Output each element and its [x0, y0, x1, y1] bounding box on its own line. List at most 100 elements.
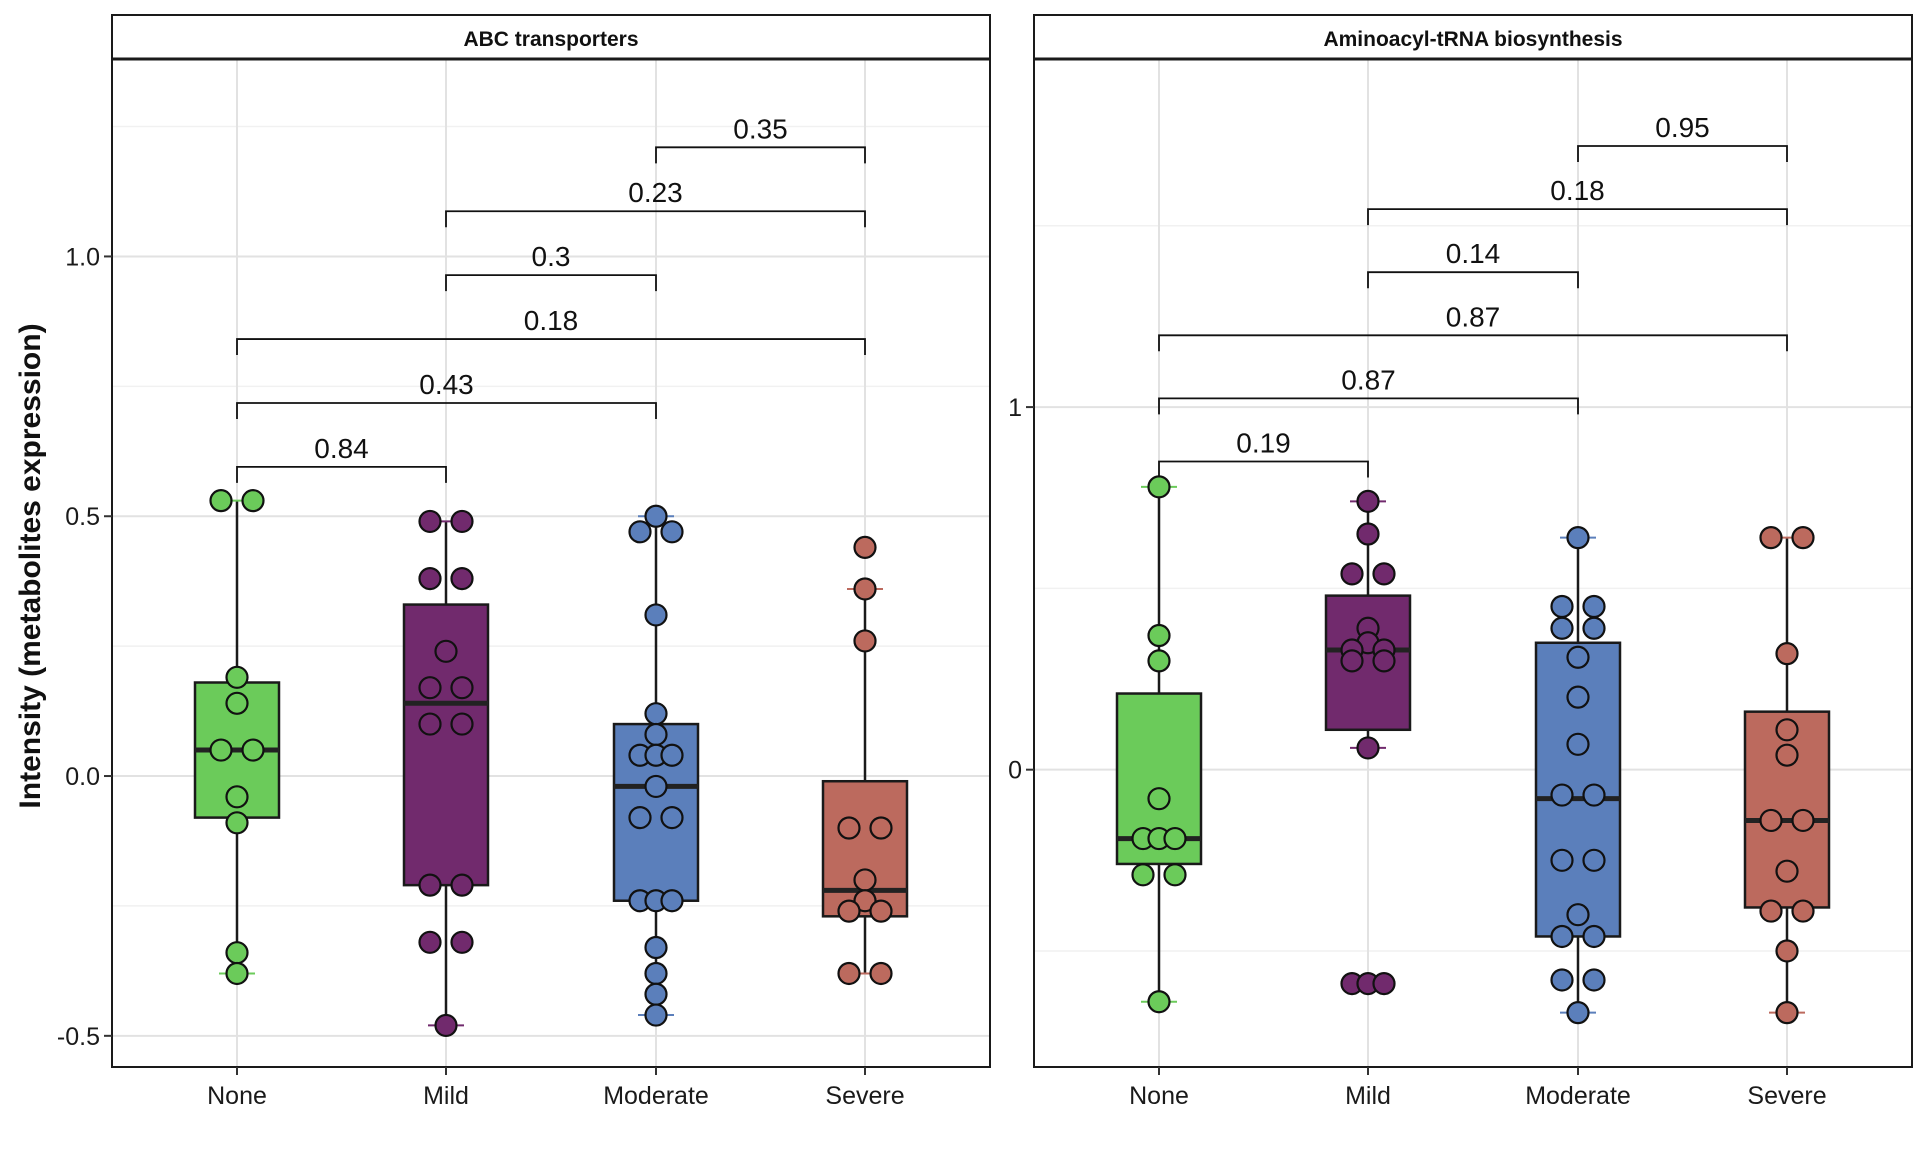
- data-point: [1163, 826, 1187, 851]
- data-point: [434, 1013, 458, 1038]
- data-point: [1582, 848, 1606, 872]
- bracket-line: [1577, 145, 1788, 163]
- data-point: [209, 738, 233, 762]
- data-point: [1147, 623, 1171, 648]
- data-point: [1147, 787, 1171, 811]
- data-point: [225, 665, 249, 689]
- comparison-bracket: 0.35: [655, 113, 866, 164]
- box-body: [1324, 594, 1412, 732]
- data-point: [450, 712, 474, 736]
- data-point: [1759, 899, 1783, 923]
- data-point: [1550, 594, 1574, 619]
- p-value-label: 0.43: [419, 369, 474, 400]
- p-value-label: 0.18: [524, 305, 579, 336]
- panel-title: ABC transporters: [463, 28, 638, 51]
- y-tick-label: 0.0: [65, 763, 100, 791]
- data-point: [853, 577, 877, 601]
- data-point: [1340, 649, 1364, 673]
- data-point: [1759, 526, 1783, 550]
- data-point: [225, 941, 249, 965]
- data-point: [1372, 562, 1396, 586]
- panel-2: 0.19 0.87 0.87 0.14 0.18 0.95 Aminoacyl-tRNA b…: [1008, 14, 1913, 1110]
- data-point: [225, 961, 249, 986]
- p-value-label: 0.95: [1655, 112, 1710, 143]
- y-tick-label: -0.5: [57, 1023, 100, 1051]
- data-point: [241, 489, 265, 513]
- comparison-bracket: 0.87: [1158, 364, 1579, 415]
- data-point: [225, 691, 249, 715]
- data-point: [853, 889, 877, 913]
- data-point: [1550, 968, 1574, 992]
- comparison-bracket: 0.87: [1158, 301, 1788, 352]
- data-point: [241, 738, 265, 762]
- data-point: [869, 899, 893, 923]
- bracket-line: [1158, 397, 1579, 415]
- x-tick-label: Moderate: [1525, 1082, 1631, 1110]
- x-tick-label: None: [1129, 1082, 1189, 1110]
- data-point: [450, 566, 474, 591]
- data-point: [1582, 968, 1606, 992]
- y-tick-label: 0.5: [65, 503, 100, 531]
- data-point: [1582, 783, 1606, 807]
- data-point: [853, 535, 877, 560]
- x-tick-label: Mild: [1345, 1082, 1391, 1110]
- data-point: [644, 1003, 668, 1027]
- x-tick-label: Moderate: [603, 1082, 709, 1110]
- data-point: [644, 603, 668, 627]
- comparison-bracket: 0.3: [445, 241, 657, 292]
- data-point: [660, 805, 684, 830]
- data-point: [1566, 732, 1590, 756]
- data-point: [1131, 863, 1155, 887]
- data-point: [1791, 526, 1815, 550]
- data-point: [1147, 649, 1171, 673]
- data-point: [434, 639, 458, 663]
- data-point: [837, 899, 861, 923]
- data-point: [1550, 616, 1574, 640]
- panel-title: Aminoacyl-tRNA biosynthesis: [1323, 28, 1622, 51]
- data-point: [1566, 903, 1590, 927]
- data-point: [1550, 848, 1574, 872]
- data-point: [853, 629, 877, 653]
- data-point: [869, 816, 893, 840]
- data-point: [660, 889, 684, 913]
- data-point: [1775, 718, 1799, 742]
- bracket-line: [445, 274, 657, 292]
- data-point: [869, 961, 893, 986]
- p-value-label: 0.84: [314, 433, 369, 464]
- data-point: [1356, 489, 1380, 513]
- data-point: [660, 520, 684, 544]
- p-value-label: 0.23: [628, 177, 683, 208]
- bracket-line: [236, 402, 657, 419]
- bracket-line: [1367, 208, 1788, 226]
- y-axis-label: Intensity (metabolites expression): [14, 323, 47, 808]
- data-point: [644, 722, 668, 747]
- data-point: [1372, 649, 1396, 673]
- x-tick-label: Severe: [1747, 1082, 1826, 1110]
- p-value-label: 0.35: [733, 113, 788, 144]
- data-point: [628, 805, 652, 830]
- data-point: [1163, 863, 1187, 887]
- bracket-line: [445, 210, 866, 228]
- data-point: [837, 961, 861, 986]
- data-point: [1356, 522, 1380, 546]
- data-point: [450, 930, 474, 954]
- data-point: [225, 811, 249, 835]
- data-point: [1775, 859, 1799, 883]
- data-point: [1775, 743, 1799, 767]
- p-value-label: 0.3: [532, 241, 571, 272]
- data-point: [1147, 475, 1171, 499]
- data-point: [1550, 924, 1574, 949]
- data-point: [644, 774, 668, 799]
- panel-1: 0.84 0.43 0.18 0.3 0.23 0.35 ABC transporters -…: [57, 14, 991, 1110]
- data-point: [837, 816, 861, 840]
- data-point: [418, 873, 442, 897]
- data-point: [644, 504, 668, 528]
- bracket-line: [1158, 460, 1369, 478]
- p-value-label: 0.19: [1236, 427, 1291, 458]
- x-tick-label: Severe: [825, 1082, 904, 1110]
- data-point: [418, 676, 442, 700]
- data-point: [1775, 939, 1799, 963]
- data-point: [644, 982, 668, 1006]
- y-tick-label: 0: [1008, 757, 1022, 785]
